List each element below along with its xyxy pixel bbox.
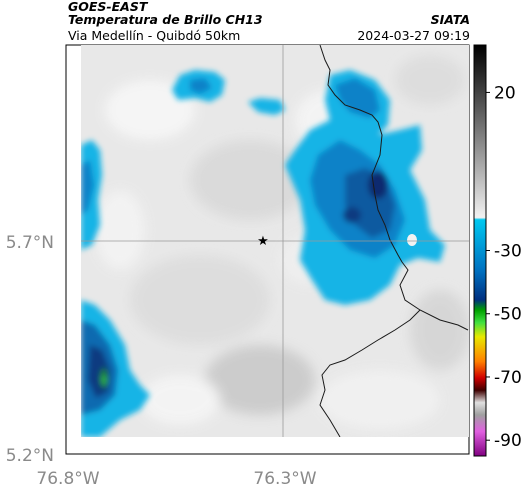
- site-marker-star-icon: ★: [257, 234, 269, 249]
- location-label: Via Medellín - Quibdó 50km: [68, 28, 241, 43]
- border-line: [319, 309, 421, 437]
- colorbar-tick-label: 20: [494, 83, 516, 103]
- map-panel: ★: [65, 44, 470, 455]
- colorbar-tick-label: -50: [494, 305, 522, 325]
- product-title: Temperatura de Brillo CH13: [68, 12, 263, 27]
- x-tick-label: 76.3°W: [253, 469, 316, 489]
- cloud-field: [81, 45, 469, 437]
- colorbar-tick-label: -30: [494, 242, 522, 262]
- satellite-name: GOES-EAST: [68, 0, 148, 14]
- convective-cells: [81, 70, 445, 437]
- colorbar: 20 -30 -50 -70 -90: [473, 44, 522, 457]
- colorbar-tick-label: -70: [494, 368, 522, 388]
- timestamp-label: 2024-03-27 09:19: [357, 28, 470, 43]
- y-tick-label: 5.7°N: [6, 233, 54, 253]
- colorbar-tick-label: -90: [494, 431, 522, 451]
- organization-label: SIATA: [430, 12, 470, 27]
- y-tick-label: 5.2°N: [6, 446, 54, 466]
- border-line: [319, 45, 469, 331]
- colorbar-ticks: 20 -30 -50 -70 -90: [486, 83, 522, 451]
- x-tick-label: 76.8°W: [36, 469, 99, 489]
- colorbar-gradient: [473, 44, 487, 457]
